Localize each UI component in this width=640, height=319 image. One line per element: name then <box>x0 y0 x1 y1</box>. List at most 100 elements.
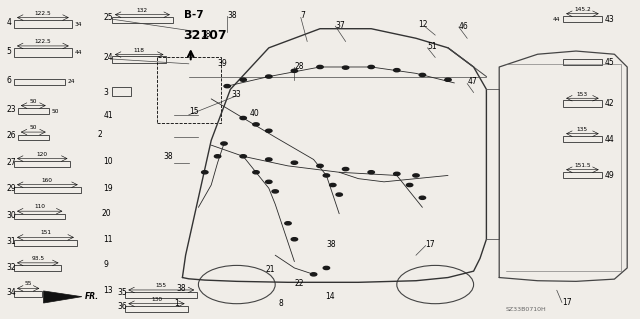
Text: 122.5: 122.5 <box>35 11 51 16</box>
Text: 15: 15 <box>189 107 198 115</box>
Circle shape <box>445 78 451 81</box>
Text: 17: 17 <box>426 241 435 249</box>
Circle shape <box>253 171 259 174</box>
Text: 14: 14 <box>325 292 335 301</box>
Circle shape <box>342 167 349 171</box>
Circle shape <box>266 158 272 161</box>
Text: 120: 120 <box>36 152 48 157</box>
Circle shape <box>266 180 272 183</box>
Text: 151.5: 151.5 <box>574 163 591 168</box>
Text: FR.: FR. <box>85 292 99 300</box>
Text: 51: 51 <box>428 42 437 51</box>
Text: 43: 43 <box>605 15 614 24</box>
Text: 11: 11 <box>104 235 113 244</box>
Text: 41: 41 <box>104 111 113 120</box>
Circle shape <box>291 238 298 241</box>
Text: 50: 50 <box>51 108 59 114</box>
Circle shape <box>336 193 342 196</box>
Text: 39: 39 <box>218 59 227 68</box>
Circle shape <box>202 171 208 174</box>
Text: 9: 9 <box>104 260 109 269</box>
Text: 44: 44 <box>74 50 82 56</box>
Text: 118: 118 <box>134 48 145 53</box>
Bar <box>18 135 49 140</box>
Circle shape <box>368 65 374 69</box>
Text: B-7: B-7 <box>184 10 204 20</box>
Bar <box>112 87 131 96</box>
Bar <box>14 79 65 85</box>
Circle shape <box>221 142 227 145</box>
Text: 12: 12 <box>418 20 428 29</box>
Circle shape <box>323 174 330 177</box>
Circle shape <box>419 73 426 77</box>
Circle shape <box>317 164 323 167</box>
Circle shape <box>266 129 272 132</box>
Bar <box>112 17 173 23</box>
Text: 10: 10 <box>104 157 113 166</box>
Text: 145.2: 145.2 <box>574 7 591 12</box>
Text: 28: 28 <box>294 63 304 71</box>
Bar <box>125 306 188 312</box>
Circle shape <box>285 222 291 225</box>
Text: 4: 4 <box>6 18 12 27</box>
Bar <box>563 59 602 65</box>
Text: 23: 23 <box>6 105 16 114</box>
Bar <box>14 187 81 193</box>
Text: 34: 34 <box>74 22 82 26</box>
Text: 32: 32 <box>6 263 16 271</box>
Text: 50: 50 <box>29 99 37 104</box>
Text: 44: 44 <box>553 17 561 22</box>
Text: SZ33B0710H: SZ33B0710H <box>506 307 547 312</box>
Text: 151: 151 <box>40 230 51 235</box>
Text: 38: 38 <box>326 240 336 249</box>
Circle shape <box>330 183 336 187</box>
Bar <box>14 48 72 57</box>
Circle shape <box>240 116 246 120</box>
Circle shape <box>342 66 349 69</box>
Circle shape <box>214 155 221 158</box>
Text: 135: 135 <box>577 127 588 132</box>
Circle shape <box>413 174 419 177</box>
Bar <box>563 136 602 142</box>
Text: 160: 160 <box>42 178 53 183</box>
Bar <box>14 20 72 28</box>
Text: 25: 25 <box>104 13 113 22</box>
Bar <box>125 292 197 298</box>
Text: 132: 132 <box>137 8 148 13</box>
Text: 50: 50 <box>29 125 37 130</box>
Text: 155: 155 <box>156 283 167 288</box>
Text: 38: 38 <box>176 284 186 293</box>
Text: 26: 26 <box>6 131 16 140</box>
Text: 33: 33 <box>232 90 241 99</box>
Bar <box>14 291 42 297</box>
Text: 55: 55 <box>24 281 32 286</box>
Text: 24: 24 <box>68 79 76 84</box>
Circle shape <box>394 172 400 175</box>
Text: 38: 38 <box>163 152 173 161</box>
Circle shape <box>291 69 298 72</box>
Bar <box>112 56 166 63</box>
Text: 110: 110 <box>34 204 45 209</box>
Circle shape <box>266 75 272 78</box>
Circle shape <box>368 171 374 174</box>
Text: 153: 153 <box>577 92 588 97</box>
Text: 21: 21 <box>266 265 275 274</box>
Text: 37: 37 <box>335 21 345 30</box>
Circle shape <box>323 266 330 270</box>
Text: 46: 46 <box>459 22 468 31</box>
Text: 42: 42 <box>605 99 614 108</box>
Circle shape <box>253 123 259 126</box>
Text: 17: 17 <box>562 298 572 307</box>
Text: 7: 7 <box>301 11 306 20</box>
Bar <box>563 16 602 22</box>
Text: 34: 34 <box>6 288 16 297</box>
Bar <box>18 108 49 114</box>
Text: 27: 27 <box>6 158 16 167</box>
Text: 40: 40 <box>250 109 259 118</box>
Text: 31: 31 <box>6 237 16 246</box>
Text: 8: 8 <box>278 299 283 308</box>
Text: 5: 5 <box>6 47 12 56</box>
Text: 35: 35 <box>118 288 127 297</box>
Text: 38: 38 <box>227 11 237 20</box>
Circle shape <box>224 85 230 88</box>
